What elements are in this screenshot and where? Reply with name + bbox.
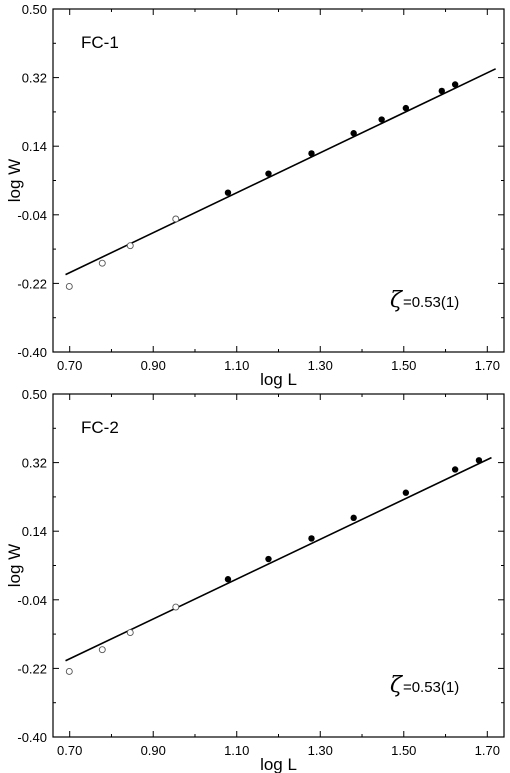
data-point-filled [265, 170, 272, 177]
y-tick-label: -0.22 [17, 276, 47, 291]
y-tick-label: -0.04 [17, 208, 47, 223]
y-tick-label: 0.14 [22, 139, 47, 154]
y-tick-label: 0.14 [22, 524, 47, 539]
data-point-filled [350, 514, 357, 522]
y-tick-label: 0.32 [22, 456, 47, 471]
y-tick-label: -0.40 [17, 345, 47, 360]
y-axis-label: log W [5, 544, 24, 587]
x-tick-label: 0.70 [57, 743, 82, 758]
data-point-filled [265, 555, 272, 563]
data-point-filled [350, 130, 357, 137]
data-point-filled [475, 457, 483, 464]
x-axis-label: log L [260, 755, 297, 773]
y-tick-label: 0.50 [22, 2, 47, 17]
data-point-open [126, 242, 134, 250]
data-point-filled [308, 535, 315, 542]
data-point-open [65, 667, 73, 675]
zeta-symbol: ζ [390, 673, 404, 698]
data-point-open [98, 646, 106, 654]
data-point-open [172, 215, 180, 223]
x-tick-label: 1.70 [475, 358, 500, 373]
zeta-annotation: ζ=0.53(1) [390, 673, 459, 698]
x-tick-label: 1.50 [391, 358, 416, 373]
chart-panel-2: 0.70 0.90 1.10 1.30 1.50 1.70 0.50 0.32 0.14 -0.0… [5, 387, 505, 773]
fit-line [65, 68, 496, 276]
y-tick-label: -0.22 [17, 661, 47, 676]
data-point-open [172, 603, 180, 611]
data-point-open [65, 282, 73, 290]
y-tick-label: -0.04 [17, 593, 47, 608]
x-tick-label: 1.70 [475, 743, 500, 758]
x-tick-label: 0.90 [141, 743, 166, 758]
data-point-filled [438, 87, 445, 95]
y-tick-label: -0.40 [17, 730, 47, 745]
data-point-filled [224, 189, 232, 196]
x-tick-label: 0.70 [57, 358, 82, 373]
x-tick-label: 1.10 [224, 743, 249, 758]
fit-line [65, 456, 492, 662]
data-point-filled [451, 81, 459, 88]
y-tick-label: 0.32 [22, 71, 47, 86]
x-axis-label: log L [260, 370, 297, 389]
data-point-filled [308, 150, 315, 157]
x-tick-label: 0.90 [141, 358, 166, 373]
zeta-symbol: ζ [390, 288, 404, 313]
x-tick-label: 1.10 [224, 358, 249, 373]
data-point-filled [224, 576, 232, 583]
y-tick-label: 0.50 [22, 387, 47, 402]
x-tick-label: 1.30 [308, 743, 333, 758]
panel-title: FC-1 [81, 33, 119, 52]
data-point-filled [402, 104, 410, 112]
zeta-value: =0.53(1) [403, 294, 459, 311]
panel-title: FC-2 [81, 418, 119, 437]
data-point-filled [378, 116, 385, 123]
zeta-annotation: ζ=0.53(1) [390, 288, 459, 313]
chart-panel-1: 0.70 0.90 1.10 1.30 1.50 1.70 0.50 0.32 0.14 -0.0… [5, 2, 505, 389]
x-tick-label: 1.50 [391, 743, 416, 758]
data-point-filled [451, 466, 459, 473]
x-tick-label: 1.30 [308, 358, 333, 373]
data-point-filled [402, 489, 410, 496]
zeta-value: =0.53(1) [403, 679, 459, 696]
data-point-open [98, 259, 106, 267]
data-point-open [126, 629, 134, 637]
y-axis-label: log W [5, 159, 24, 202]
